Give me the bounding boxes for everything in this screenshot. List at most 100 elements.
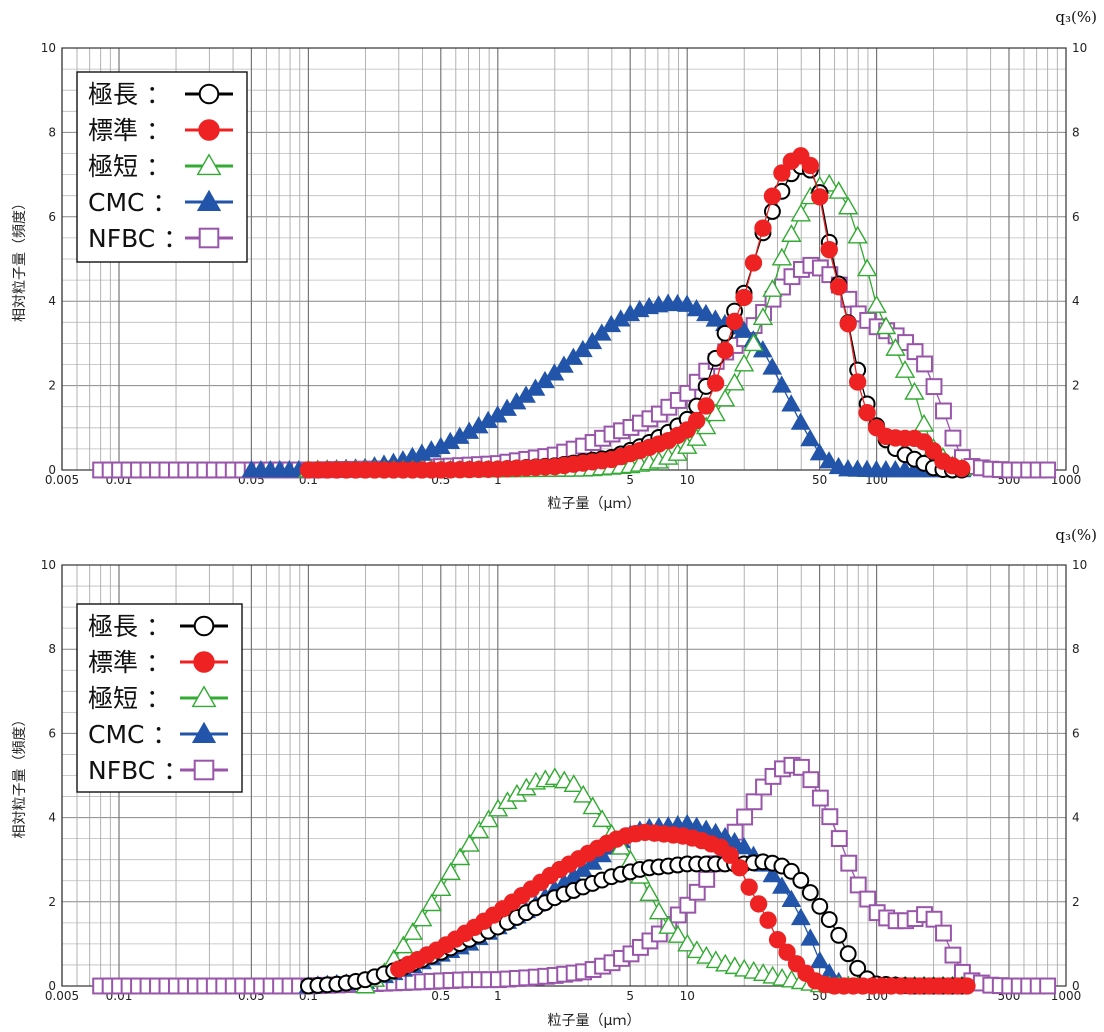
y-tick-label: 8	[48, 125, 56, 139]
data-point	[744, 254, 763, 272]
x-tick-label: 5	[626, 989, 634, 1003]
data-point	[771, 375, 792, 393]
data-point	[714, 388, 736, 407]
y-tick-label: 2	[48, 379, 56, 393]
data-point	[859, 890, 877, 908]
data-point	[686, 299, 707, 317]
data-point	[811, 897, 829, 915]
data-point	[762, 279, 783, 297]
data-point	[743, 333, 764, 352]
data-point	[830, 830, 848, 848]
data-point	[733, 353, 755, 372]
legend-marker	[191, 721, 217, 743]
data-point	[582, 331, 603, 350]
data-point	[830, 278, 848, 296]
data-point	[658, 916, 679, 934]
y2-tick-label: 0	[1072, 979, 1080, 993]
data-point	[906, 343, 924, 361]
data-point	[801, 156, 819, 175]
legend-label: CMC ：	[88, 188, 177, 217]
y-tick-label: 0	[48, 463, 56, 477]
data-point	[716, 341, 734, 360]
x-tick-label: 1000	[1051, 989, 1082, 1003]
data-point	[958, 977, 976, 995]
y-tick-label: 6	[48, 210, 56, 224]
data-point	[402, 921, 423, 940]
x-axis-label: 粒子量（μｍ）	[548, 1013, 641, 1029]
data-point	[706, 374, 725, 392]
y-axis-label: 相対粒子量（頻度）	[12, 713, 28, 839]
legend: 極長 ： 標準 ： 極短 ： CMC ： NFBC ：	[76, 71, 248, 263]
data-point	[839, 315, 857, 333]
data-point	[790, 907, 811, 926]
data-point	[721, 846, 739, 864]
data-point	[686, 428, 707, 446]
x-tick-label: 0.005	[45, 473, 79, 487]
y-tick-label: 10	[41, 558, 56, 572]
data-point	[733, 320, 754, 338]
x-tick-label: 50	[812, 473, 827, 487]
legend-marker	[198, 227, 220, 249]
data-point	[781, 394, 802, 412]
data-point	[736, 808, 754, 826]
data-point	[734, 836, 754, 855]
data-point	[837, 196, 859, 215]
y2-tick-label: 6	[1072, 726, 1080, 740]
data-point	[885, 337, 906, 356]
data-point	[800, 429, 820, 447]
data-point	[875, 316, 897, 335]
data-point	[449, 847, 471, 866]
data-point	[591, 809, 613, 828]
data-point	[916, 355, 933, 373]
data-point	[582, 796, 603, 815]
chart-1: 0 02 24 46 68 810 100.005 0.01 0.05 0.1 0.5 1 5 10 50 1…	[12, 8, 1097, 512]
y2-tick-label: 8	[1072, 125, 1080, 139]
legend-label: CMC ：	[88, 720, 177, 749]
y-tick-label: 2	[48, 895, 56, 909]
data-point	[762, 864, 783, 883]
data-point	[811, 188, 829, 206]
data-point	[792, 871, 810, 889]
data-point	[768, 931, 787, 949]
data-point	[856, 258, 878, 277]
data-point	[1039, 977, 1057, 995]
data-point	[781, 889, 802, 907]
data-point	[778, 943, 796, 961]
data-point	[697, 397, 715, 415]
grid	[61, 47, 1066, 471]
y2-tick-label: 10	[1072, 558, 1087, 572]
data-point	[754, 219, 772, 237]
series-標準	[299, 147, 971, 479]
data-point	[679, 896, 697, 914]
data-point	[781, 224, 802, 242]
legend: 極長 ： 標準 ： 極短 ： CMC ： NFBC ：	[76, 603, 243, 793]
y2-tick-label: 0	[1072, 463, 1080, 477]
data-point	[925, 378, 943, 396]
data-point	[790, 412, 811, 430]
legend-marker	[193, 759, 215, 781]
legend-marker	[198, 119, 220, 141]
data-point	[468, 820, 490, 839]
y-tick-label: 0	[48, 979, 56, 993]
data-point	[913, 413, 935, 432]
data-point	[809, 443, 830, 461]
x-tick-label: 0.5	[431, 989, 450, 1003]
data-point	[944, 946, 962, 964]
y2-axis-label: q₃(%)	[1055, 8, 1097, 26]
legend-marker	[193, 615, 215, 637]
data-point	[792, 758, 810, 776]
data-point	[944, 429, 962, 447]
x-tick-label: 10	[680, 473, 695, 487]
data-point	[847, 225, 868, 244]
series-NFBC	[92, 756, 1057, 995]
data-point	[688, 411, 706, 430]
legend-label: 標準 ：	[88, 648, 171, 677]
data-point	[894, 359, 916, 378]
data-point	[759, 911, 777, 929]
data-point	[648, 901, 670, 920]
data-point	[849, 373, 867, 391]
y2-tick-label: 10	[1072, 41, 1087, 55]
y2-tick-label: 8	[1072, 642, 1080, 656]
